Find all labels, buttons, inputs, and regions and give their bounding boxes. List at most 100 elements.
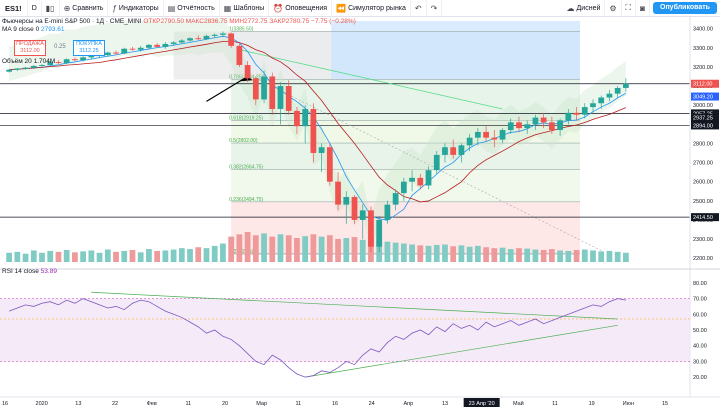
volume-bar (6, 252, 12, 262)
candle (400, 177, 407, 201)
reports-button[interactable]: ▤ Отчётность (164, 0, 220, 16)
volume-bar (285, 235, 292, 262)
volume-bar (113, 251, 119, 262)
candle-body (516, 122, 522, 129)
buy-button[interactable]: ПОКУПКА 3112.25 (73, 40, 105, 56)
candle (30, 64, 37, 69)
candle-body (285, 86, 292, 111)
snapshot-button[interactable]: ◙ (636, 0, 650, 16)
rsi-value: 53.89 (40, 268, 57, 275)
rsi-label: RSI 14 close (2, 268, 39, 275)
volume-bar (162, 250, 169, 262)
candle (14, 67, 21, 72)
alerts-button[interactable]: ⏰ Оповещения (269, 0, 333, 16)
buy-label: ПОКУПКА (76, 41, 102, 47)
volume-bar (80, 251, 87, 262)
price-label-bg (691, 213, 719, 222)
gear-icon: ⚙ (609, 3, 617, 13)
templates-icon: ▦ (223, 3, 232, 13)
candle (302, 105, 309, 144)
volume-bar (474, 245, 481, 262)
candle (548, 116, 555, 134)
top-toolbar: ES1! D ▮▯ ⊕ Сравнить ƒ Индикаторы ▤ Отчётно… (0, 0, 720, 17)
indicators-icon: ƒ (112, 3, 117, 13)
camera-icon: ◙ (640, 3, 645, 13)
candle-body (80, 57, 87, 61)
candle-body (507, 122, 514, 131)
volume-bar (277, 234, 284, 262)
volume-bar (581, 249, 588, 262)
price-tick-label: 2500.00 (693, 199, 713, 205)
volume-bar (96, 252, 103, 262)
candle (392, 189, 399, 211)
candle (104, 51, 111, 57)
layout-label: Дисней (576, 4, 601, 12)
candle-body (318, 147, 325, 153)
volume-bar (507, 249, 514, 262)
legend-ma-row: MA 9 close 0 2793.61 (2, 26, 356, 34)
candle (466, 133, 473, 152)
candle (351, 195, 358, 224)
compare-button[interactable]: ⊕ Сравнить (60, 0, 109, 16)
candle-body (261, 76, 267, 100)
candle (162, 42, 169, 49)
candle (573, 107, 580, 121)
volume-bar (326, 235, 333, 262)
interval-button[interactable]: D (28, 0, 42, 16)
rsi-tick-label: 60.00 (693, 312, 707, 318)
symbol-label: ES1! (5, 3, 22, 13)
price-tick-label: 3000.00 (693, 103, 713, 109)
volume-bar (532, 249, 539, 262)
volume-bar (565, 250, 572, 262)
candle-body (351, 196, 358, 220)
symbol-search-button[interactable]: ES1! (0, 0, 28, 16)
volume-bar (384, 241, 391, 262)
sell-button[interactable]: ПРОДАЖА 3112.00 (14, 40, 46, 56)
volume-bar (146, 249, 152, 262)
volume-bar (606, 250, 613, 262)
layout-button[interactable]: ☁ Дисней (563, 0, 606, 16)
volume-bar (318, 236, 325, 262)
indicators-button[interactable]: ƒ Индикаторы (108, 0, 164, 16)
buy-price: 3112.25 (79, 47, 99, 54)
candle-body (14, 68, 21, 70)
price-tick-label: 2600.00 (693, 180, 713, 186)
volume-legend: Объём 20 1.704M (2, 58, 55, 65)
fib-label: 0.382(2664.75) (229, 164, 263, 170)
indicators-label: Индикаторы (118, 4, 159, 12)
volume-bar (220, 243, 226, 262)
candle-body (491, 137, 498, 140)
candle (6, 68, 12, 73)
legend-ohlc: ОТКР2790.50 МАКС2836.75 МИН2772.75 ЗАКР2… (143, 18, 356, 25)
templates-button[interactable]: ▦ Шаблоны (220, 0, 270, 16)
candle (47, 61, 54, 66)
candle (294, 107, 300, 134)
candle (425, 166, 432, 190)
candle (623, 78, 629, 92)
redo-button[interactable]: ↷ (427, 0, 443, 16)
time-tick-label: Мар (256, 401, 267, 407)
candle (614, 86, 621, 98)
candle-body (63, 59, 70, 64)
chart-type-button[interactable]: ▮▯ (42, 0, 60, 16)
legend-title-row: Фьючерсы на E-mini S&P 500 · 1Д · CME_MI… (2, 18, 356, 26)
candle (359, 204, 366, 240)
volume-bar (400, 243, 407, 262)
volume-bar (433, 244, 440, 262)
volume-bar (39, 252, 45, 262)
fullscreen-button[interactable]: ⛶ (622, 0, 637, 16)
volume-bar (72, 252, 78, 262)
candle (187, 37, 193, 43)
candle (499, 128, 506, 144)
fullscreen-icon: ⛶ (625, 3, 632, 12)
undo-button[interactable]: ↶ (411, 0, 427, 16)
candle (598, 95, 605, 109)
alerts-label: Оповещения (285, 4, 328, 12)
volume-bar (359, 239, 366, 262)
price-chart[interactable]: 1(3385.50)0.786(3134.25)0.618(2919.25)0.… (0, 17, 720, 410)
volume-bar (63, 250, 70, 262)
publish-button[interactable]: Опубликовать (653, 2, 717, 14)
candle-body (581, 107, 588, 115)
settings-button[interactable]: ⚙ (605, 0, 622, 16)
replay-button[interactable]: ⏪ Симулятор рынка (332, 0, 411, 16)
